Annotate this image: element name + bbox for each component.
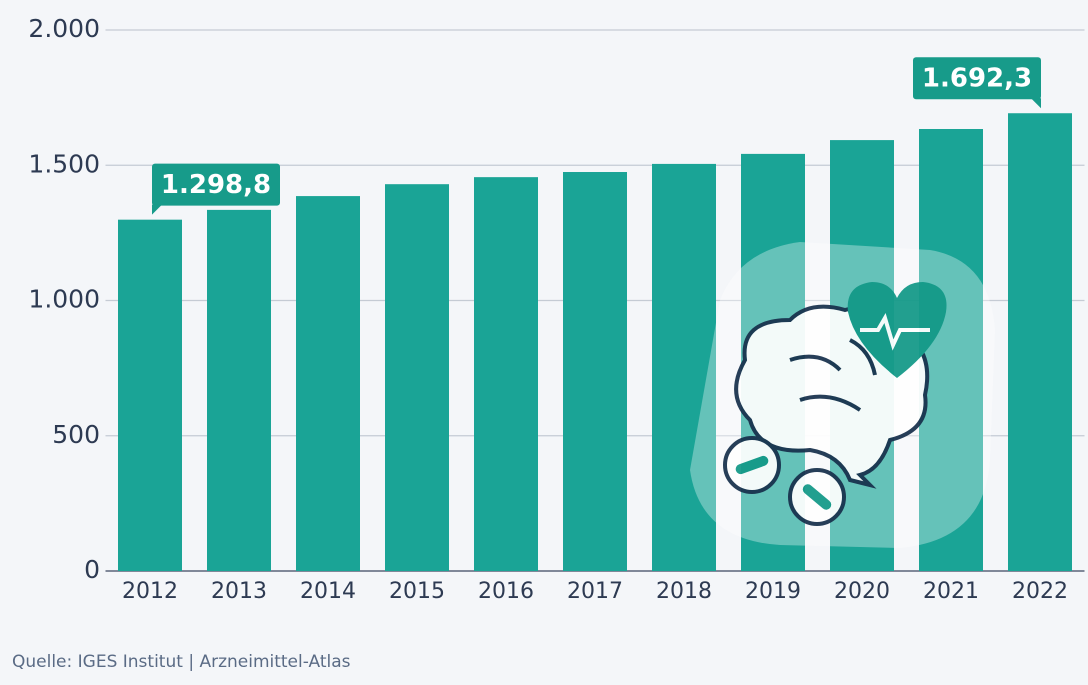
x-tick-label: 2018 <box>656 579 712 604</box>
value-label-box <box>152 163 280 206</box>
x-tick-label: 2022 <box>1012 579 1068 604</box>
illustration <box>690 242 995 548</box>
bar <box>118 219 182 571</box>
y-tick-label: 2.000 <box>28 14 100 43</box>
value-label: 1.298,8 <box>161 170 271 200</box>
bar <box>652 163 716 571</box>
value-label-pointer <box>1031 98 1041 109</box>
bar <box>1008 113 1072 571</box>
y-tick-label: 1.000 <box>28 285 100 314</box>
bar <box>563 172 627 571</box>
source: Quelle: IGES Institut | Arzneimittel-Atl… <box>12 652 351 672</box>
bar <box>385 184 449 571</box>
value-label: 1.692,3 <box>922 64 1032 94</box>
value-label-pointer <box>152 204 162 215</box>
bar <box>207 209 271 571</box>
y-tick-label: 500 <box>52 420 100 449</box>
bar <box>296 196 360 571</box>
x-tick-label: 2012 <box>122 579 178 604</box>
x-tick-label: 2017 <box>567 579 623 604</box>
bar <box>919 129 983 572</box>
x-tick-label: 2015 <box>389 579 445 604</box>
x-tick-label: 2020 <box>834 579 890 604</box>
x-tick-label: 2016 <box>478 579 534 604</box>
x-tick-label: 2019 <box>745 579 801 604</box>
y-tick-label: 0 <box>84 555 100 584</box>
x-tick-label: 2013 <box>211 579 267 604</box>
x-tick-label: 2014 <box>300 579 356 604</box>
y-tick-label: 1.500 <box>28 149 100 178</box>
value-label-box <box>913 57 1041 100</box>
x-tick-label: 2021 <box>923 579 979 604</box>
bar <box>474 177 538 572</box>
